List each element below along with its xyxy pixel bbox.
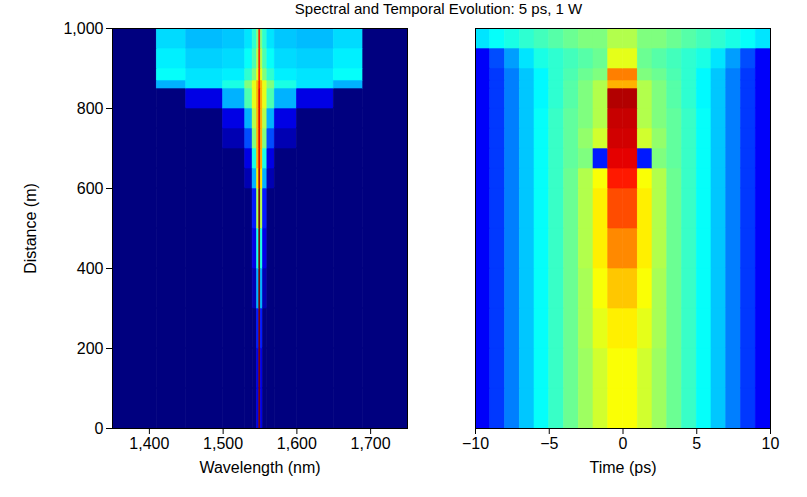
svg-text:5: 5 (692, 435, 701, 452)
svg-text:10: 10 (762, 435, 780, 452)
svg-text:1,000: 1,000 (63, 20, 103, 37)
svg-text:1,700: 1,700 (351, 435, 391, 452)
svg-text:1,600: 1,600 (277, 435, 317, 452)
svg-text:Time (ps): Time (ps) (590, 459, 657, 476)
svg-text:600: 600 (77, 180, 104, 197)
svg-text:Distance (m): Distance (m) (22, 183, 39, 274)
svg-text:800: 800 (77, 100, 104, 117)
html-text:Spectral and Temporal Evolutio: Spectral and Temporal Evolution: 5 ps, 1… (294, 0, 583, 17)
svg-text:1,500: 1,500 (203, 435, 243, 452)
svg-text:400: 400 (77, 260, 104, 277)
svg-text:−10: −10 (462, 435, 489, 452)
svg-text:−5: −5 (540, 435, 558, 452)
svg-text:0: 0 (95, 420, 104, 437)
svg-text:200: 200 (77, 340, 104, 357)
svg-text:Wavelength (nm): Wavelength (nm) (199, 459, 320, 476)
svg-text:1,400: 1,400 (129, 435, 169, 452)
svg-text:0: 0 (619, 435, 628, 452)
